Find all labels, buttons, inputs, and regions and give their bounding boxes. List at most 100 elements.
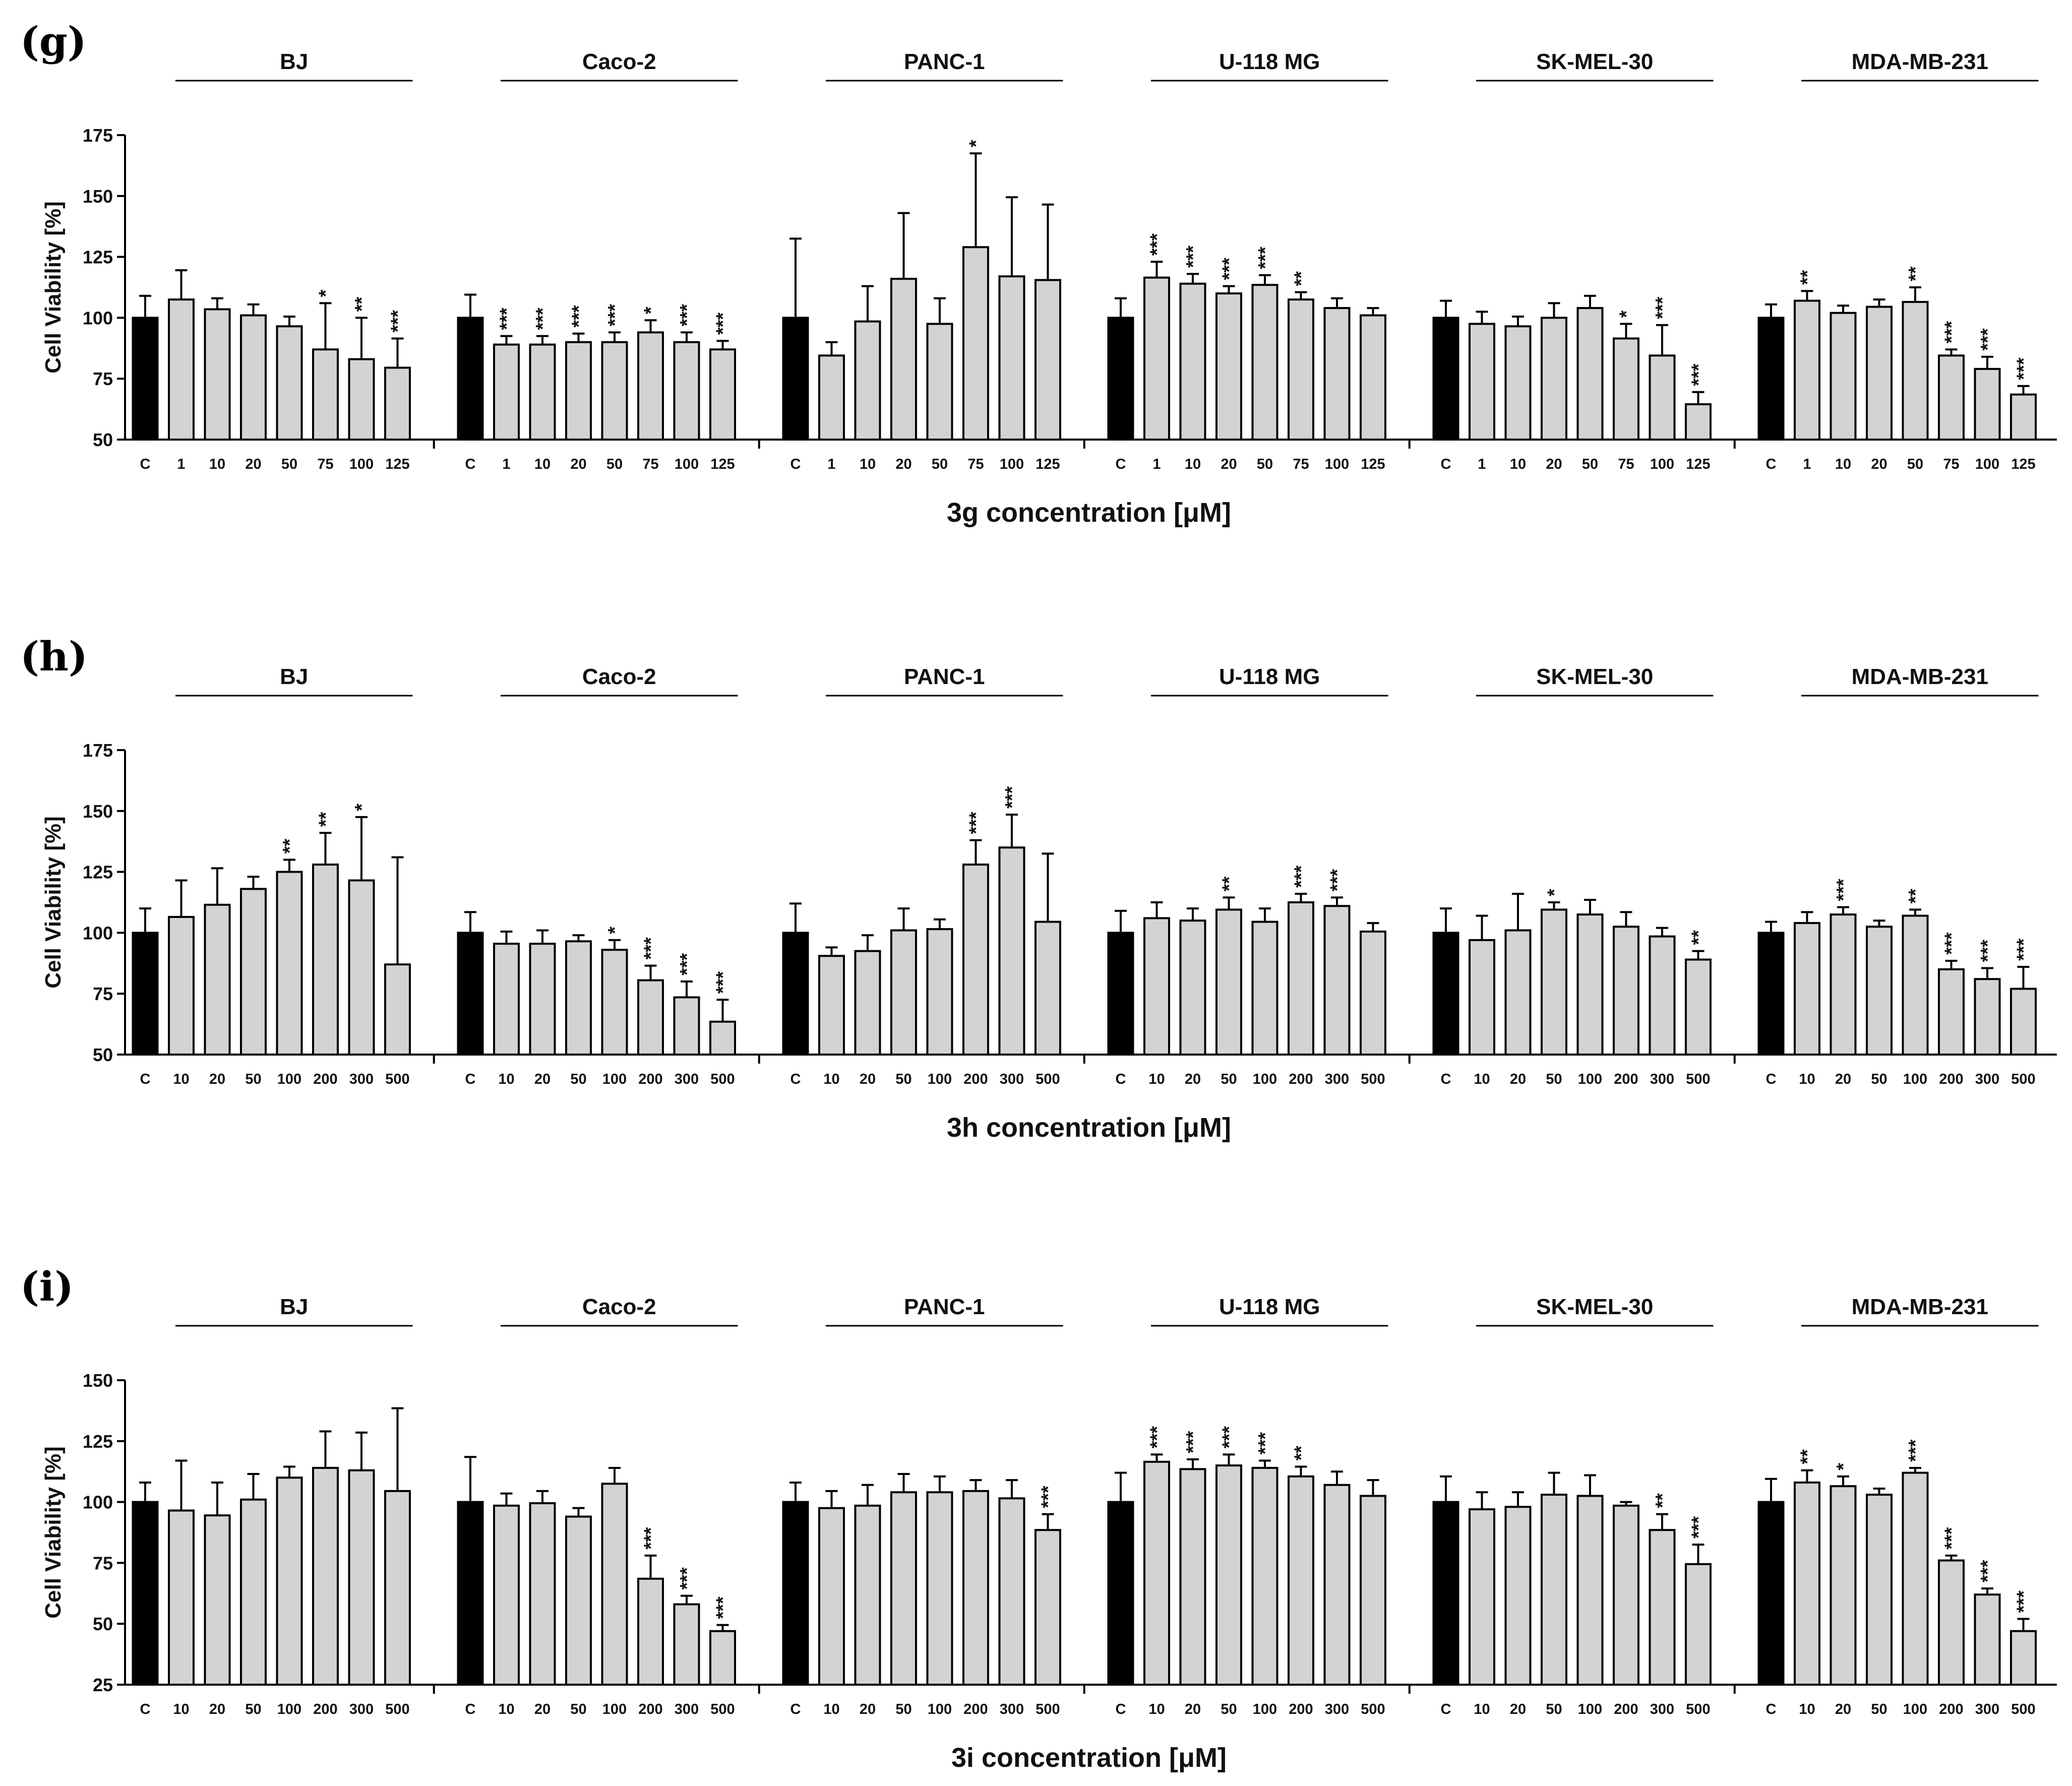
- bar: [1143, 1460, 1170, 1686]
- x-tick-label: 125: [1361, 456, 1385, 472]
- bar: [1974, 978, 2001, 1056]
- significance-marker: ***: [1038, 1486, 1059, 1508]
- x-tick-label: 75: [1943, 456, 1959, 472]
- bar: [1504, 325, 1532, 441]
- x-tick-label: 100: [1578, 1701, 1602, 1717]
- significance-marker: **: [1291, 1446, 1312, 1461]
- x-tick-label: 500: [710, 1071, 735, 1087]
- bar: [2010, 1630, 2037, 1686]
- bar: [1215, 908, 1242, 1056]
- significance-marker: **: [1905, 889, 1926, 904]
- x-tick-label: 50: [1582, 456, 1598, 472]
- group-label: Caco-2: [582, 664, 656, 689]
- significance-marker: **: [1219, 877, 1240, 892]
- bar: [1288, 1475, 1314, 1686]
- significance-marker: ***: [1941, 1527, 1963, 1550]
- group-sk-mel-30: SK-MEL-30 C 10 20 50 100 200 300 ** 500 ***: [1432, 1295, 1714, 1717]
- x-tick-label: 200: [1289, 1071, 1313, 1087]
- bar: [1794, 1481, 1820, 1686]
- bar: [637, 979, 664, 1056]
- y-tick-label: 125: [83, 247, 113, 268]
- x-tick-label: 20: [1510, 1071, 1526, 1087]
- significance-marker: ***: [1977, 1560, 1998, 1583]
- bar: [998, 1497, 1025, 1686]
- group-panc-1: PANC-1 C 10 20 50 100 200 300 500 ***: [782, 1295, 1063, 1717]
- x-tick-label: 300: [675, 1701, 699, 1717]
- x-tick-label: 10: [1510, 456, 1526, 472]
- x-tick-label: C: [465, 1071, 476, 1087]
- significance-marker: ***: [497, 307, 518, 330]
- panel-h: (h) 50 75 100 125 150 175 Cell Viability [%] BJ C…: [20, 633, 2057, 1143]
- significance-marker: *: [966, 140, 987, 147]
- y-axis-label: Cell Viability [%]: [41, 816, 66, 989]
- bar: [1179, 919, 1206, 1056]
- x-tick-label: 500: [2011, 1071, 2035, 1087]
- significance-marker: **: [1797, 270, 1818, 285]
- x-tick-label: 200: [1289, 1701, 1313, 1717]
- significance-marker: **: [1652, 1493, 1673, 1508]
- x-tick-label: 1: [502, 456, 510, 472]
- bar: [1685, 1563, 1712, 1686]
- x-tick-label: 20: [860, 1701, 876, 1717]
- bar: [493, 943, 520, 1056]
- bar: [2010, 393, 2037, 441]
- y-tick-label: 150: [83, 186, 113, 207]
- significance-marker: ***: [2014, 938, 2035, 961]
- significance-marker: **: [1905, 266, 1926, 281]
- bar: [312, 348, 339, 441]
- bar: [240, 888, 267, 1056]
- x-tick-label: 75: [967, 456, 984, 472]
- x-tick-label: 20: [1835, 1701, 1851, 1717]
- group-label: MDA-MB-231: [1852, 664, 1988, 689]
- x-tick-label: 20: [245, 456, 261, 472]
- x-tick-label: 300: [1325, 1701, 1349, 1717]
- significance-marker: *: [1544, 889, 1565, 896]
- x-tick-label: 300: [675, 1071, 699, 1087]
- x-tick-label: 125: [1035, 456, 1060, 472]
- significance-marker: *: [316, 289, 337, 297]
- x-tick-label: 50: [895, 1071, 911, 1087]
- bar: [1323, 1484, 1351, 1686]
- bar-control: [1432, 932, 1459, 1056]
- bar: [1323, 307, 1351, 441]
- group-caco-2: Caco-2 C 10 20 50 100 200 *** 300 *** 500 ***: [457, 1295, 738, 1717]
- x-tick-label: 200: [1939, 1701, 1963, 1717]
- significance-marker: ***: [1941, 932, 1963, 955]
- x-tick-label: 300: [1650, 1701, 1674, 1717]
- y-tick-label: 175: [83, 740, 113, 761]
- bar: [601, 1483, 628, 1686]
- significance-marker: ***: [677, 1567, 698, 1590]
- bar: [1685, 958, 1712, 1056]
- x-tick-label: 100: [1000, 456, 1024, 472]
- x-tick-label: 50: [570, 1701, 586, 1717]
- bar: [1613, 337, 1639, 441]
- bar: [1649, 1529, 1676, 1686]
- bar-control: [457, 1501, 484, 1686]
- bar: [1830, 1485, 1857, 1686]
- bar: [1685, 403, 1712, 441]
- x-tick-label: 50: [1546, 1071, 1562, 1087]
- bar: [384, 1490, 411, 1686]
- bar: [1179, 282, 1206, 441]
- panel-label: (g): [20, 18, 87, 65]
- x-tick-label: 10: [860, 456, 876, 472]
- bar: [1288, 901, 1314, 1056]
- bar: [1143, 276, 1170, 441]
- bar: [1504, 929, 1532, 1056]
- x-tick-label: 10: [1148, 1701, 1165, 1717]
- bar: [673, 341, 700, 441]
- x-tick-label: 125: [385, 456, 409, 472]
- x-tick-label: 10: [1799, 1701, 1815, 1717]
- bar: [1034, 279, 1061, 441]
- bar: [1938, 968, 1965, 1056]
- group-mda-mb-231: MDA-MB-231 C 1 ** 10 20 50 ** 75 *** 100 *** 125 ***: [1757, 49, 2039, 472]
- bar: [384, 963, 411, 1056]
- x-tick-label: 200: [638, 1701, 662, 1717]
- bar: [1541, 908, 1567, 1056]
- bar: [1469, 939, 1495, 1056]
- x-tick-label: 1: [827, 456, 835, 472]
- bar: [348, 358, 375, 441]
- bar: [601, 341, 628, 441]
- significance-marker: ***: [1688, 1516, 1710, 1539]
- x-tick-label: 20: [1221, 456, 1237, 472]
